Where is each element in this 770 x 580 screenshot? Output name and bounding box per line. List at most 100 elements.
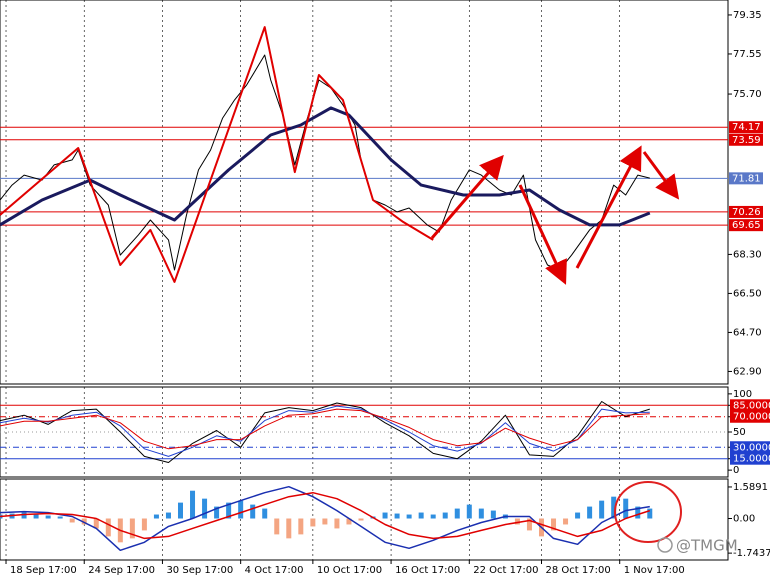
histogram-bar	[190, 490, 196, 519]
y-tick-label: 0	[733, 465, 739, 476]
price-label: 70.26	[732, 207, 761, 218]
price-label: 74.17	[732, 122, 761, 133]
histogram-bar	[526, 518, 532, 531]
histogram-bar	[635, 506, 641, 519]
series-line	[0, 401, 650, 463]
histogram-bar	[418, 512, 424, 519]
y-tick-label-box	[730, 410, 770, 423]
series-line	[0, 408, 650, 450]
histogram-bar	[226, 502, 232, 519]
histogram-bar	[346, 518, 352, 525]
watermark: @TMGM	[676, 537, 738, 555]
y-tick-label: 79.35	[733, 10, 762, 21]
histogram-bar	[514, 518, 520, 525]
y-tick-label: 66.50	[733, 288, 762, 299]
y-tick-label: 50	[733, 427, 746, 438]
y-tick-label: 77.55	[733, 49, 762, 60]
y-tick-label: 68.30	[733, 249, 762, 260]
y-tick-label: 62.90	[733, 366, 762, 377]
histogram-bar	[298, 518, 304, 535]
x-tick-label: 10 Oct 17:00	[317, 565, 382, 576]
series-line	[0, 491, 651, 540]
histogram-bar	[334, 518, 340, 529]
y-tick-label: 75.70	[733, 89, 762, 100]
histogram-bar	[214, 506, 220, 519]
histogram-bar	[575, 512, 581, 519]
histogram-bar	[358, 518, 364, 521]
histogram-bar	[81, 518, 87, 525]
histogram-bar	[165, 512, 171, 519]
y-tick-label: 1.5891	[733, 482, 768, 493]
histogram-bar	[599, 500, 605, 519]
panel: 79.35 77.55 75.70 68.30 66.50 64.70 62.90 74.17…	[0, 0, 763, 385]
price-label-box	[729, 133, 763, 146]
x-tick-label: 1 Nov 17:00	[624, 565, 685, 576]
histogram-bar	[57, 516, 63, 519]
y-tick-label-box	[730, 452, 770, 465]
arrow	[642, 151, 680, 200]
arrow	[430, 154, 504, 239]
histogram-bar	[466, 504, 472, 519]
histogram-bar	[647, 508, 653, 519]
series-line	[0, 106, 651, 227]
histogram-bar	[322, 518, 328, 525]
y-tick-label: 64.70	[733, 327, 762, 338]
watermark-logo	[657, 537, 673, 553]
arrow	[518, 184, 567, 285]
histogram-bar	[478, 508, 484, 519]
price-label-box	[729, 172, 763, 185]
y-tick-label-box	[730, 441, 770, 454]
y-tick-label: -1.7437	[733, 548, 770, 559]
panel: 1.5891 0.00 -1.7437 18 Sep 17:00 24 Sep 17:0…	[0, 478, 770, 576]
price-label: 71.81	[732, 173, 761, 184]
histogram-bar	[587, 506, 593, 519]
series-line	[0, 54, 650, 271]
x-tick-label: 22 Oct 17:00	[473, 565, 538, 576]
histogram-bar	[430, 514, 436, 519]
histogram-bar	[310, 518, 316, 527]
histogram-bar	[623, 498, 629, 519]
histogram-bar	[406, 514, 412, 519]
histogram-bar	[153, 514, 159, 519]
x-tick-label: 4 Oct 17:00	[245, 565, 304, 576]
histogram-bar	[141, 518, 147, 531]
y-tick-label-box	[730, 399, 770, 412]
x-tick-label: 30 Sep 17:00	[166, 565, 233, 576]
histogram-bar	[129, 518, 135, 539]
panel-frame	[0, 478, 729, 561]
price-label-box	[729, 219, 763, 232]
price-label: 69.65	[732, 220, 761, 231]
histogram-bar	[563, 518, 569, 525]
histogram-bar	[250, 504, 256, 519]
histogram-bar	[21, 512, 27, 519]
histogram-bar	[262, 508, 268, 519]
histogram-bar	[45, 515, 51, 519]
histogram-bar	[394, 513, 400, 519]
panel-frame	[0, 0, 729, 385]
highlight-circle	[614, 481, 682, 543]
trend-arrows	[430, 145, 680, 285]
histogram-bar	[274, 518, 280, 535]
x-tick-label: 24 Sep 17:00	[88, 565, 155, 576]
y-tick-label: 0.00	[733, 514, 755, 525]
price-label: 73.59	[732, 135, 761, 146]
x-tick-label: 18 Sep 17:00	[10, 565, 77, 576]
x-tick-label: 16 Oct 17:00	[395, 565, 460, 576]
histogram-bar	[202, 498, 208, 519]
histogram-bar	[69, 518, 75, 523]
histogram-bar	[442, 512, 448, 519]
series-line	[0, 485, 650, 552]
histogram-bar	[490, 510, 496, 519]
histogram-bar	[611, 496, 617, 519]
series-line	[0, 26, 434, 283]
x-tick-label: 28 Oct 17:00	[545, 565, 610, 576]
histogram-bar	[238, 500, 244, 519]
histogram-bar	[105, 518, 111, 537]
histogram-bar	[454, 508, 460, 519]
